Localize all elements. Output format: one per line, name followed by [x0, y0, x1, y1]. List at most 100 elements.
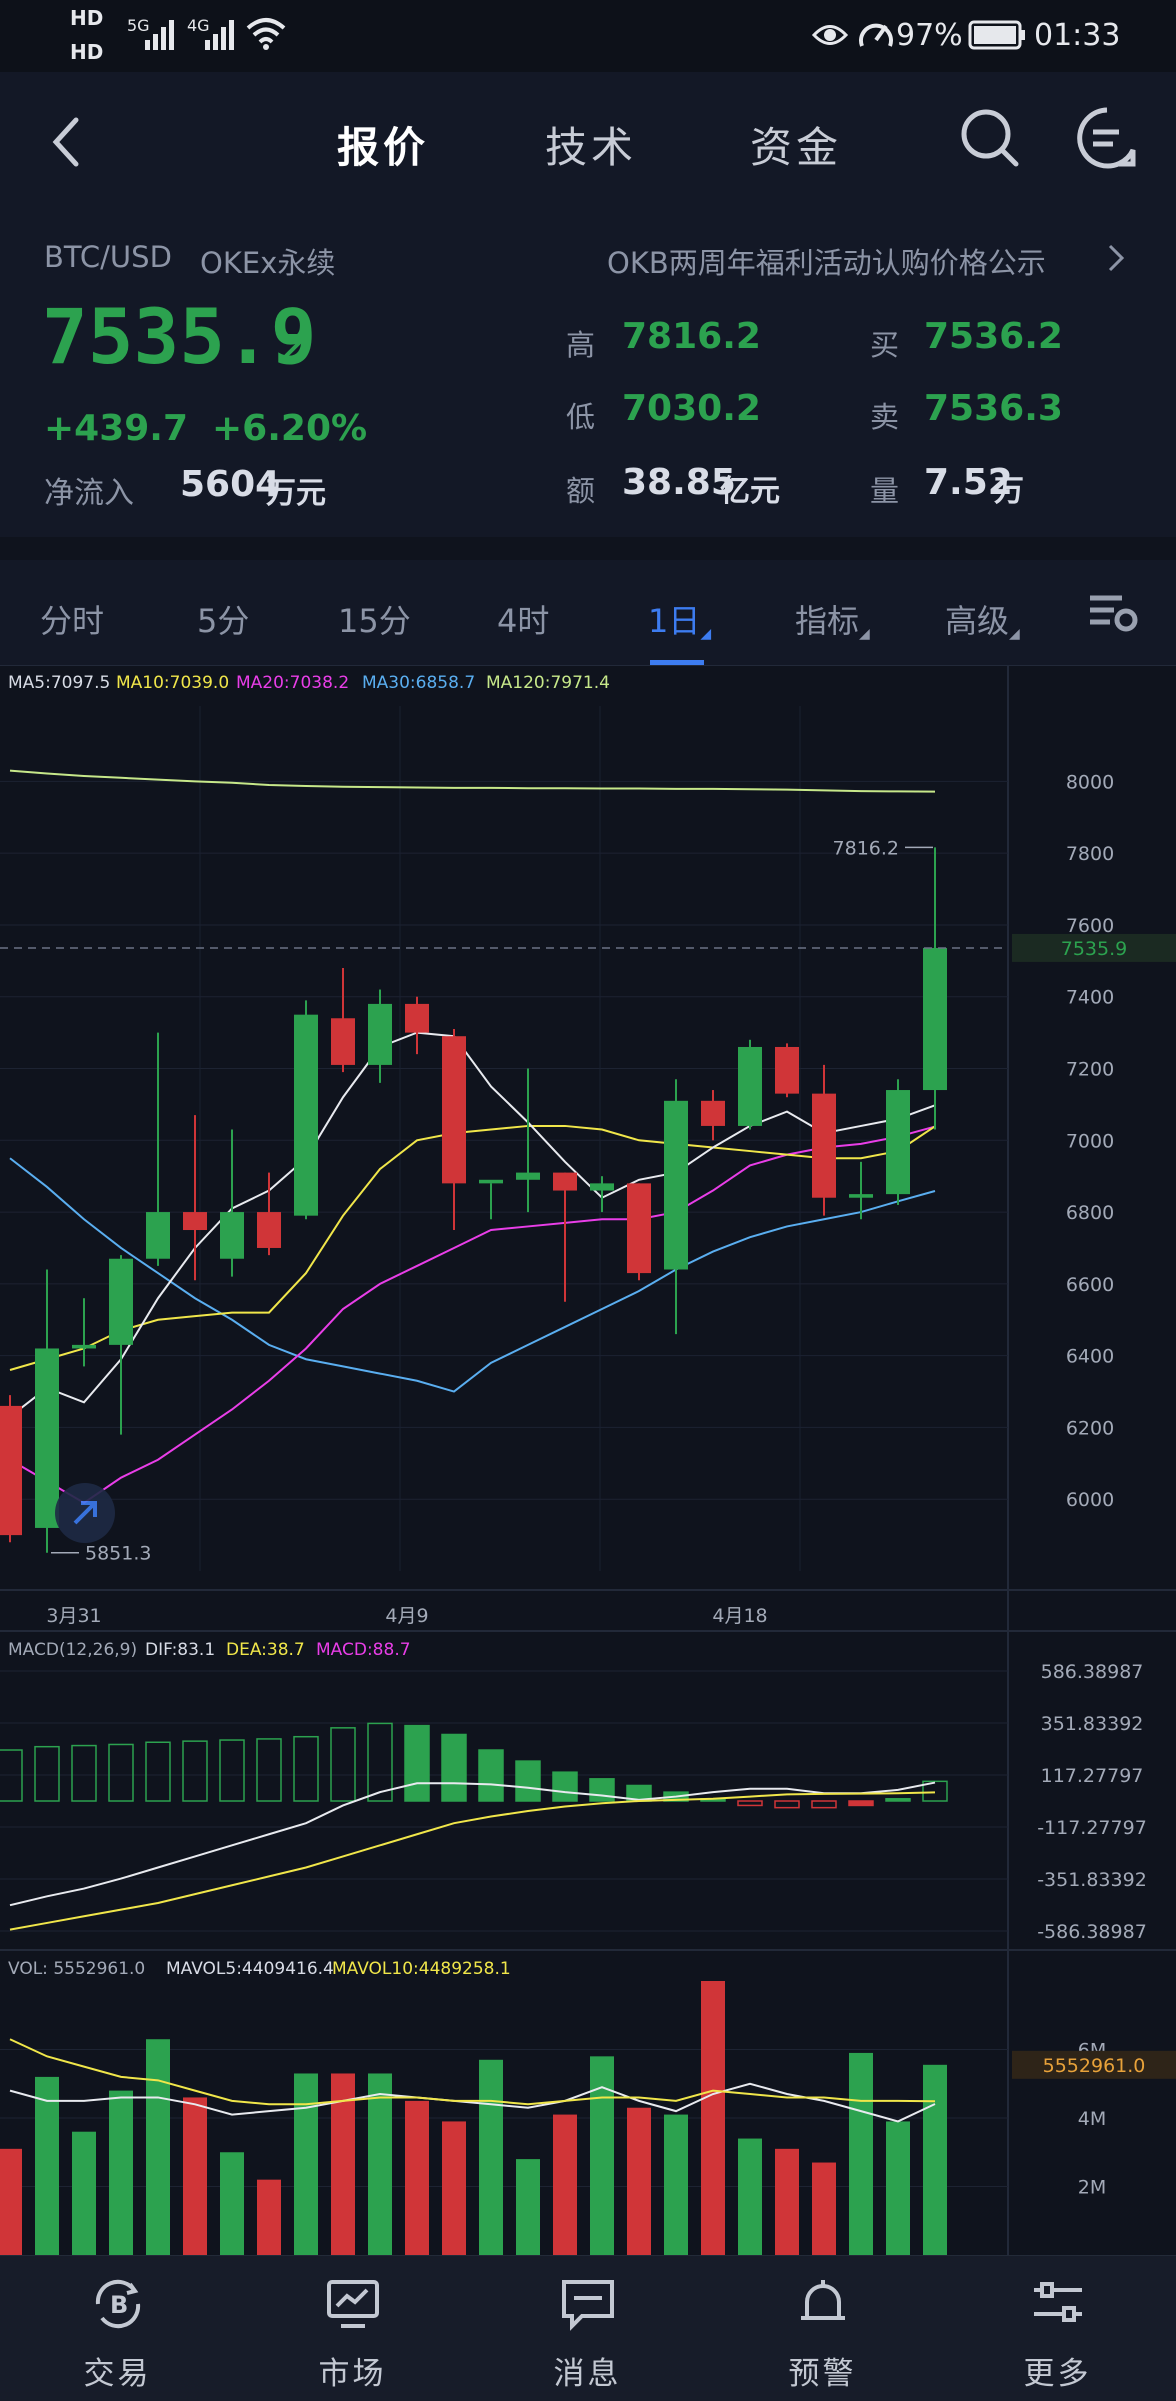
- arrow-up-right-icon: [73, 1501, 97, 1525]
- period-tab-4h[interactable]: 4时: [497, 602, 550, 640]
- back-icon[interactable]: [48, 112, 88, 172]
- eye-icon: [812, 25, 848, 45]
- volume-bar: [405, 2100, 429, 2255]
- macd-bar: [330, 1727, 356, 1802]
- bottom-tab-more[interactable]: 更多: [940, 2256, 1175, 2401]
- volume-bar: [220, 2152, 244, 2255]
- volume-bar: [738, 2138, 762, 2255]
- advanced-tab[interactable]: 高级◢: [945, 596, 1020, 642]
- netflow-value: 5604: [180, 464, 281, 505]
- svg-text:B: B: [110, 2291, 128, 2319]
- volume-bar: [368, 2073, 392, 2255]
- netflow-unit: 万元: [266, 476, 326, 511]
- notice-link[interactable]: OKB两周年福利活动认购价格公示: [607, 246, 1046, 280]
- period-tab-1d[interactable]: 1日◢: [648, 596, 711, 642]
- y-tick-label: 7600: [1066, 915, 1114, 937]
- macd-bar: [552, 1771, 578, 1802]
- last-price: 7535.9: [42, 292, 317, 381]
- macd-bar: [71, 1744, 97, 1802]
- y-tick-label: 6600: [1066, 1274, 1114, 1296]
- macd-bar: [256, 1738, 282, 1802]
- amount-value: 38.85: [622, 462, 736, 503]
- candle-body: [516, 1172, 540, 1180]
- chart-settings-icon[interactable]: [1088, 590, 1140, 636]
- volume-bar: [146, 2039, 170, 2255]
- volume-bar: [294, 2073, 318, 2255]
- mavol10-line: [9, 2038, 936, 2106]
- volume-bar: [886, 2121, 910, 2255]
- bottom-tab-trade[interactable]: B 交易: [0, 2256, 235, 2401]
- legend-ma10: MA10:7039.0: [116, 673, 229, 693]
- candle-body: [553, 1172, 577, 1191]
- chevron-right-icon[interactable]: [1106, 242, 1126, 274]
- period-tab-15m[interactable]: 15分: [338, 602, 411, 640]
- volume-bar: [849, 2052, 873, 2255]
- candle-body: [664, 1100, 688, 1270]
- high-marker-label: 7816.2: [833, 837, 899, 859]
- volume-bar: [109, 2090, 133, 2255]
- legend-mavol5: MAVOL5:4409416.4: [166, 1959, 334, 1979]
- volume-bar: [35, 2076, 59, 2255]
- candle-body: [479, 1179, 503, 1184]
- y-tick-label: 4M: [1078, 2108, 1106, 2130]
- reset-view-button[interactable]: [55, 1483, 115, 1543]
- candle-body: [590, 1183, 614, 1191]
- battery-icon: [968, 20, 1025, 50]
- macd-bar: [145, 1741, 171, 1802]
- quote-panel: BTC/USD OKEx永续 OKB两周年福利活动认购价格公示 7535.9 +…: [0, 212, 1176, 537]
- dropdown-triangle-icon: ◢: [859, 626, 870, 642]
- period-tab-timeshare[interactable]: 分时: [40, 602, 105, 640]
- y-tick-label: -117.27797: [1037, 1817, 1147, 1839]
- legend-vol: VOL: 5552961.0: [8, 1959, 145, 1979]
- low-label: 低: [566, 400, 596, 434]
- ma-line-ma30: [9, 1157, 936, 1393]
- period-tab-5m[interactable]: 5分: [197, 602, 250, 640]
- dea-line: [9, 1791, 936, 1931]
- network-5g-label: 5G: [127, 16, 150, 35]
- bottom-tab-market[interactable]: 市场: [235, 2256, 470, 2401]
- candle-body: [442, 1036, 466, 1184]
- macd-bar: [108, 1743, 134, 1802]
- candle-body: [775, 1046, 799, 1094]
- search-icon[interactable]: [958, 106, 1022, 170]
- volume-value: 7.52: [924, 462, 1013, 503]
- bottom-tab-alerts[interactable]: 预警: [705, 2256, 940, 2401]
- tab-funds[interactable]: 资金: [750, 123, 843, 172]
- signal-icon-2: [205, 20, 234, 50]
- macd-bar: [404, 1724, 430, 1802]
- y-tick-label: -351.83392: [1037, 1869, 1147, 1891]
- speed-icon: [859, 23, 893, 47]
- volume-bar: [516, 2159, 540, 2255]
- macd-bar: [515, 1760, 541, 1802]
- bottom-tab-alerts-label: 预警: [788, 2356, 857, 2392]
- kline-chart[interactable]: MA5:7097.5 MA10:7039.0 MA20:7038.2 MA30:…: [0, 666, 1176, 2255]
- macd-bar: [811, 1800, 837, 1809]
- volume-bar: [553, 2114, 577, 2255]
- y-tick-label: 6800: [1066, 1202, 1114, 1224]
- y-tick-label: 351.83392: [1041, 1713, 1144, 1735]
- candle-body: [183, 1212, 207, 1231]
- bell-icon: [801, 2280, 845, 2320]
- ma-line-ma10: [9, 1124, 936, 1371]
- sell-value: 7536.3: [924, 388, 1063, 429]
- candle-body: [738, 1046, 762, 1126]
- macd-bar: [441, 1733, 467, 1802]
- x-tick-label: 3月31: [46, 1605, 101, 1627]
- tab-quote[interactable]: 报价: [337, 123, 430, 172]
- last-price-tag: [1012, 933, 1176, 962]
- period-tabs: 分时 5分 15分 4时 1日◢ 指标◢ 高级◢: [0, 560, 1176, 665]
- last-price-label: 7535.9: [1061, 938, 1127, 960]
- indicator-tab[interactable]: 指标◢: [795, 596, 870, 642]
- y-tick-label: 7000: [1066, 1130, 1114, 1152]
- volume-bar: [664, 2114, 688, 2255]
- message-icon[interactable]: [1075, 106, 1139, 170]
- macd-bar: [182, 1740, 208, 1802]
- candle-body: [72, 1344, 96, 1349]
- dropdown-triangle-icon: ◢: [1009, 626, 1020, 642]
- hd2-label: HD: [70, 40, 104, 64]
- bottom-tab-messages[interactable]: 消息: [470, 2256, 705, 2401]
- volume-bar: [812, 2162, 836, 2255]
- tab-technical[interactable]: 技术: [545, 123, 638, 172]
- hd1-label: HD: [70, 6, 104, 30]
- volume-label: 量: [870, 474, 900, 508]
